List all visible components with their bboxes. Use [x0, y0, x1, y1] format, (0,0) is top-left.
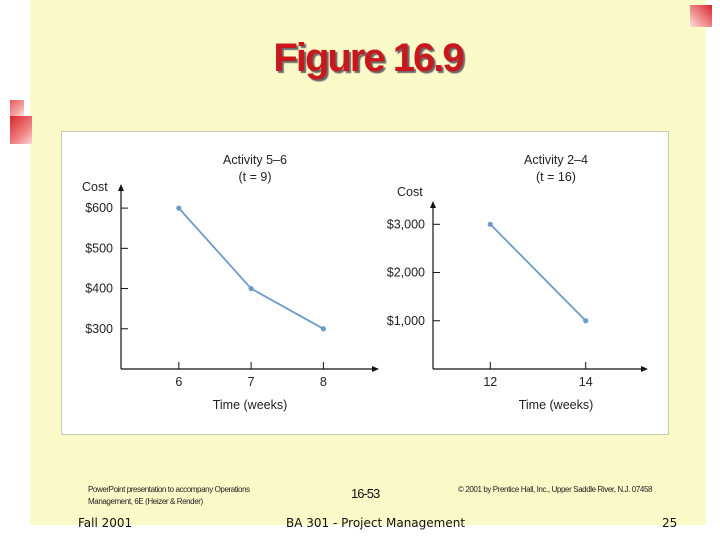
- chart1-data-point: [176, 205, 182, 211]
- chart1-y-tick-label: $600: [85, 201, 113, 215]
- chart2-data-point: [487, 221, 493, 227]
- chart1-data-point: [248, 285, 254, 292]
- chart2-y-tick-label: $2,000: [387, 266, 425, 280]
- chart2-title: Activity 2–4: [524, 153, 588, 167]
- footer-credit-line-1: PowerPoint presentation to accompany Ope…: [88, 485, 250, 494]
- chart1-x-arrow: [372, 366, 379, 372]
- figure-panel: [61, 131, 669, 435]
- chart2-ylabel: Cost: [397, 185, 423, 199]
- chart1-y-tick-label: $300: [85, 322, 113, 336]
- chart1-title: Activity 5–6: [223, 153, 287, 167]
- chart1-x-tick-label: 8: [320, 375, 327, 389]
- chart2-y-tick-label: $1,000: [387, 314, 425, 328]
- chart1-y-tick-label: $500: [85, 241, 113, 255]
- bottom-slide-number: 25: [662, 516, 678, 530]
- chart2-xlabel: Time (weeks): [519, 398, 594, 412]
- footer-credit-line-2: Management, 6E (Heizer & Render): [88, 497, 203, 506]
- chart1-x-tick-label: 7: [248, 375, 255, 389]
- chart-activity-2-4: Activity 2–4 (t = 16) Cost Time (weeks) …: [387, 153, 648, 412]
- chart2-series-line: [489, 223, 587, 322]
- chart1-series-line: [178, 207, 324, 330]
- chart1-xlabel: Time (weeks): [213, 398, 288, 412]
- chart1-y-tick-label: $400: [85, 282, 113, 296]
- bottom-course: BA 301 - Project Management: [286, 516, 466, 530]
- footer-page-code: 16-53: [351, 486, 380, 501]
- chart1-y-arrow: [118, 184, 124, 191]
- footer-copyright: © 2001 by Prentice Hall, Inc., Upper Sad…: [458, 485, 653, 494]
- chart2-x-tick-label: 12: [483, 375, 497, 389]
- corner-decoration: [690, 5, 712, 27]
- chart1-x-tick-label: 6: [175, 375, 182, 389]
- chart-activity-5-6: Activity 5–6 (t = 9) Cost Time (weeks) $…: [82, 153, 379, 412]
- chart2-x-arrow: [641, 366, 648, 372]
- side-decoration-bottom: [10, 116, 32, 144]
- chart2-data-point: [583, 318, 589, 324]
- bottom-term: Fall 2001: [78, 516, 133, 530]
- chart2-subtitle: (t = 16): [536, 170, 576, 184]
- chart1-data-point: [320, 326, 326, 332]
- side-decoration-top: [10, 100, 24, 116]
- chart1-subtitle: (t = 9): [239, 170, 272, 184]
- chart1-ylabel: Cost: [82, 180, 108, 194]
- chart2-y-tick-label: $3,000: [387, 217, 425, 231]
- chart2-x-tick-label: 14: [579, 375, 593, 389]
- slide-title: Figure 16.9: [273, 36, 464, 80]
- chart2-y-arrow: [430, 201, 436, 208]
